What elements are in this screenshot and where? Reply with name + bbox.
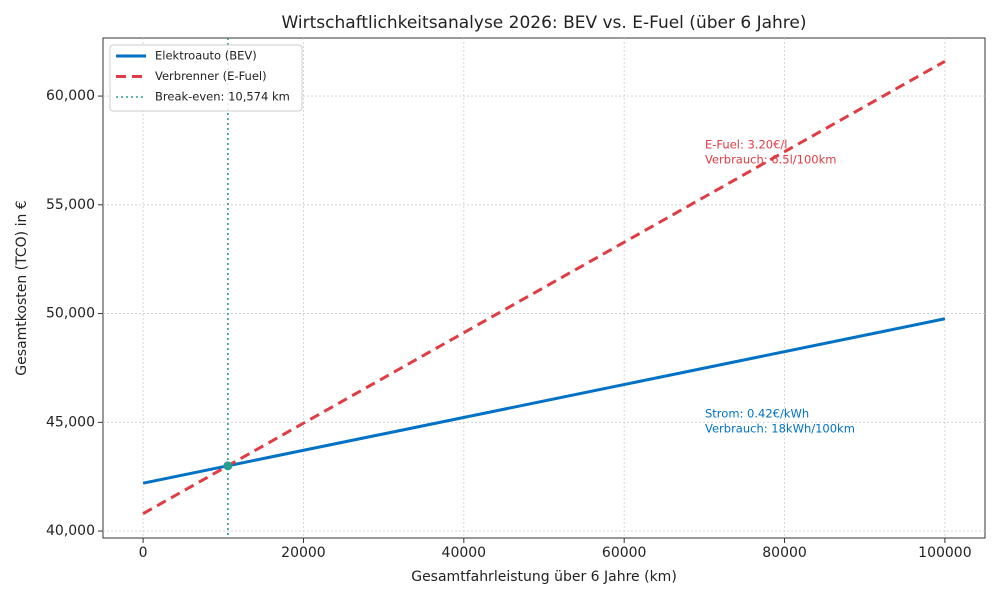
y-tick-label: 40,000 — [46, 523, 95, 539]
annotation: Verbrauch: 18kWh/100km — [705, 422, 855, 436]
break-even-point — [223, 461, 233, 471]
y-tick-label: 60,000 — [46, 88, 95, 104]
x-tick-label: 60000 — [602, 545, 647, 561]
y-tick-label: 50,000 — [46, 306, 95, 322]
annotation: Strom: 0.42€/kWh — [705, 407, 809, 421]
annotation: E-Fuel: 3.20€/l — [705, 138, 787, 152]
y-tick-label: 45,000 — [46, 414, 95, 430]
legend-box — [109, 44, 303, 112]
legend-label: Verbrenner (E-Fuel) — [155, 69, 267, 83]
x-tick-label: 0 — [139, 545, 148, 561]
x-tick-label: 80000 — [762, 545, 807, 561]
legend-label: Break-even: 10,574 km — [155, 90, 290, 104]
series-line — [142, 317, 946, 485]
chart-title: Wirtschaftlichkeitsanalyse 2026: BEV vs.… — [281, 13, 806, 33]
legend-label: Elektroauto (BEV) — [155, 49, 257, 63]
annotation: Verbrauch: 6.5l/100km — [705, 153, 836, 167]
x-tick-label: 20000 — [281, 545, 326, 561]
y-tick-label: 55,000 — [46, 197, 95, 213]
plot-frame — [102, 37, 986, 539]
y-axis-label: Gesamtkosten (TCO) in € — [14, 200, 30, 375]
series-line — [142, 59, 946, 515]
x-tick-label: 100000 — [918, 545, 971, 561]
x-axis-label: Gesamtfahrleistung über 6 Jahre (km) — [411, 569, 677, 585]
x-tick-label: 40000 — [442, 545, 487, 561]
